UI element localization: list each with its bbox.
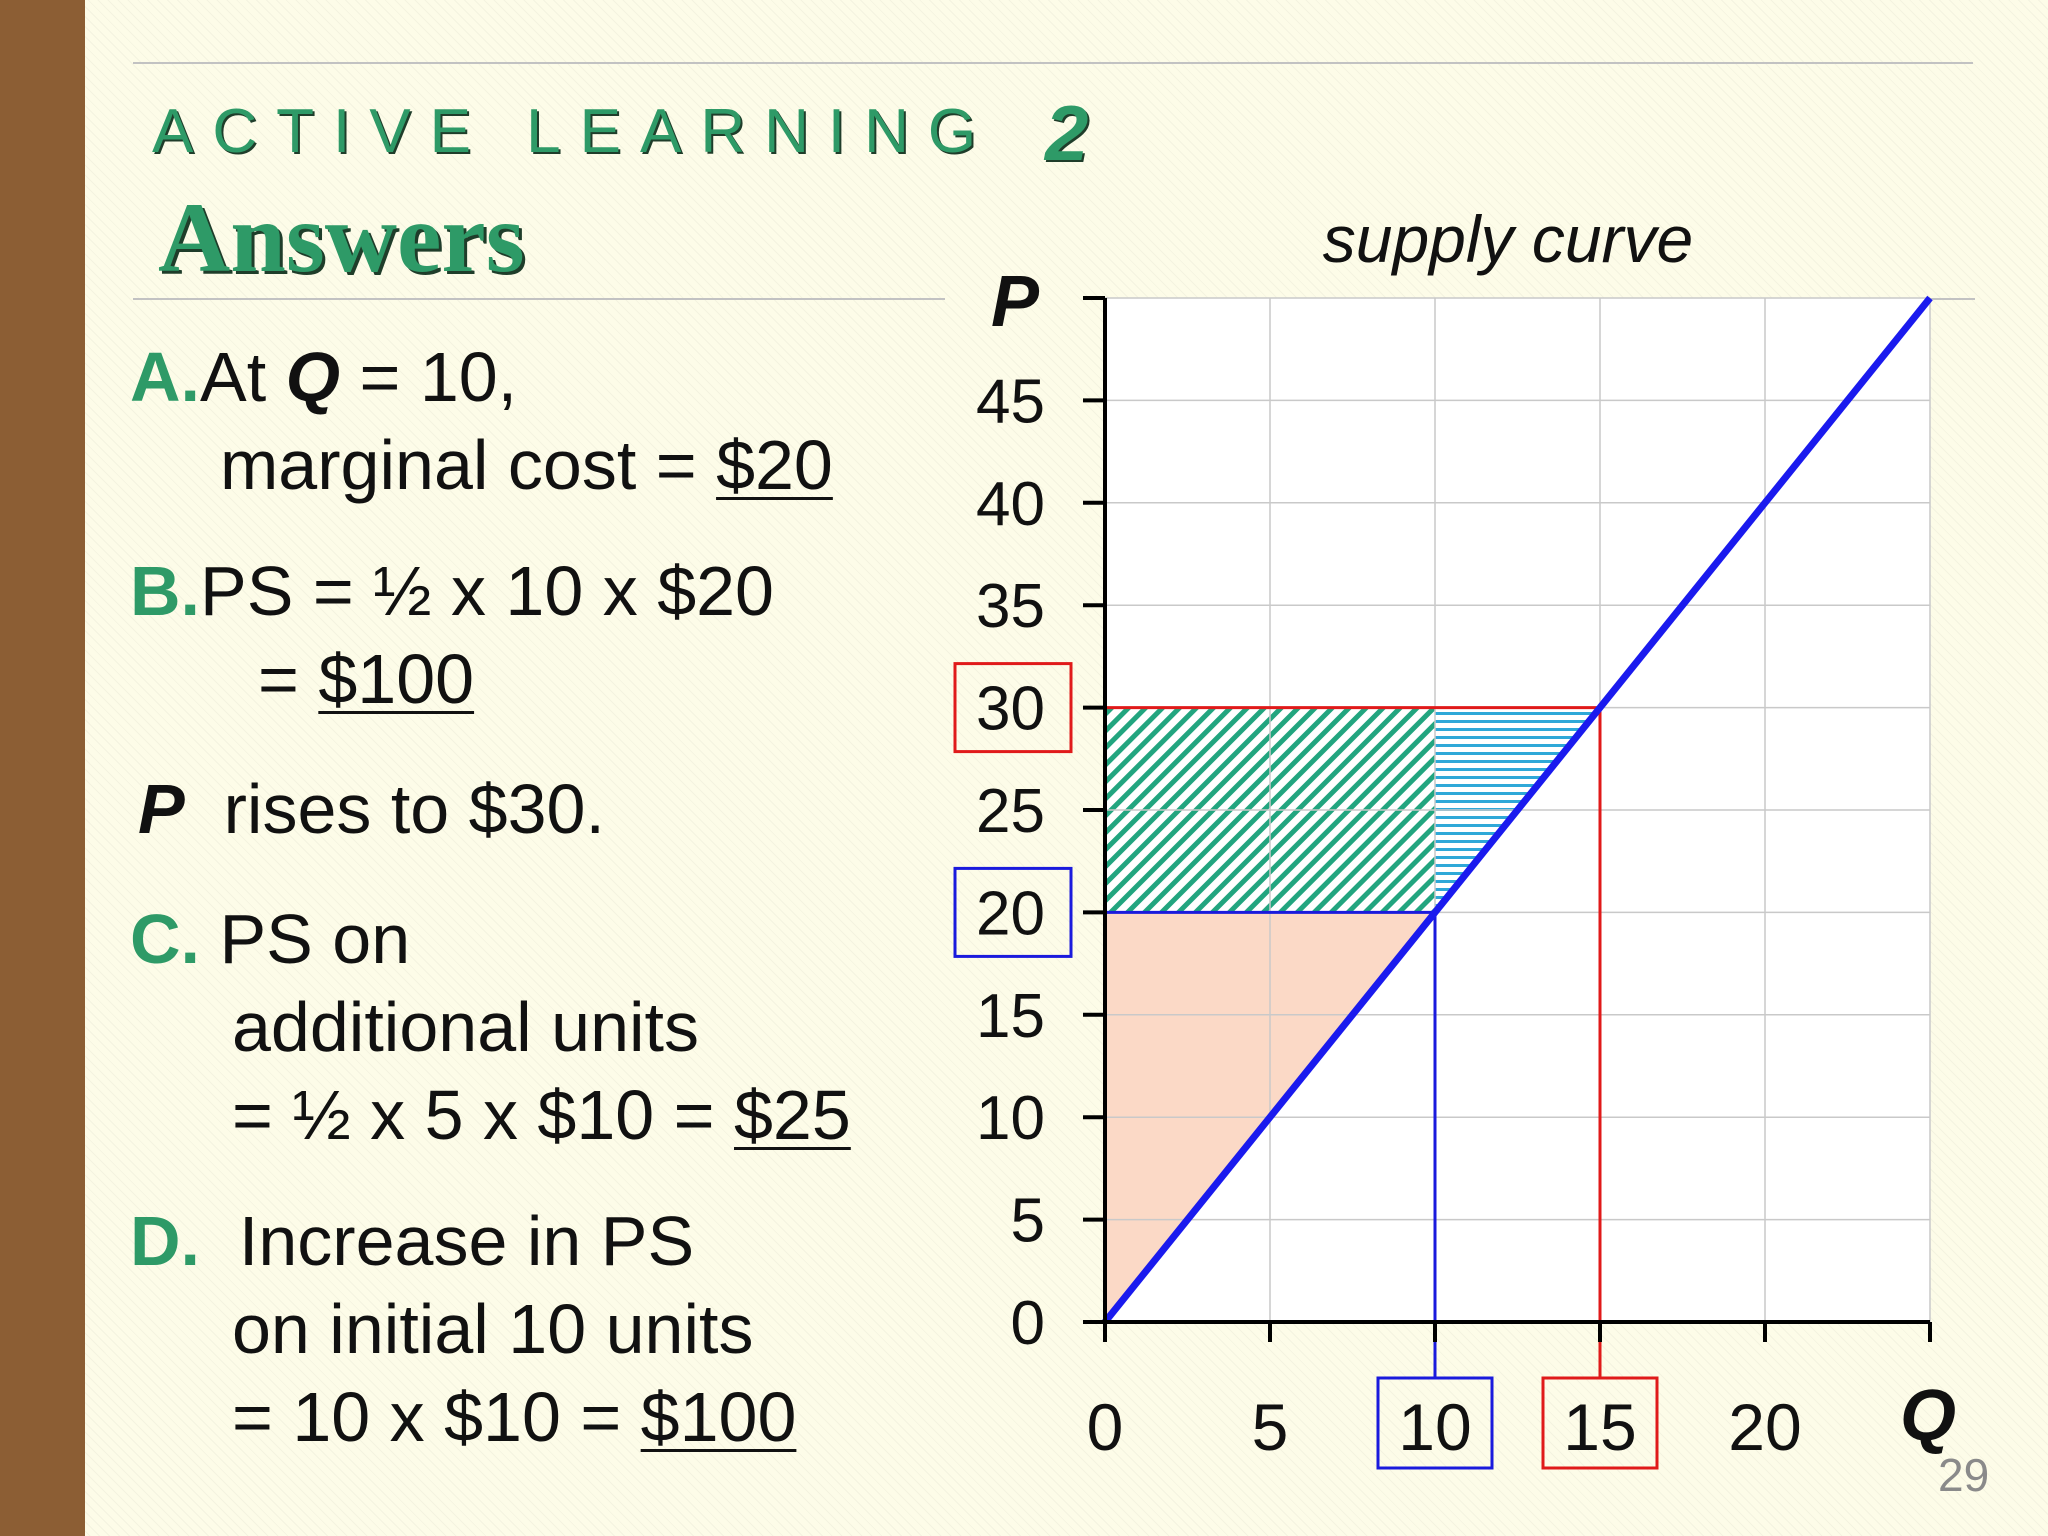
price-variable: P bbox=[138, 770, 185, 848]
answer-c-line2: additional units bbox=[232, 988, 699, 1066]
answer-a-variable: Q bbox=[285, 338, 341, 416]
y-axis-title: P bbox=[991, 262, 1040, 342]
price-rise-text: rises to $30. bbox=[223, 770, 605, 848]
answer-a-line1: A.At Q = 10, bbox=[130, 342, 517, 412]
answer-d-line3-pre: = 10 x $10 = bbox=[232, 1378, 641, 1456]
top-rule bbox=[133, 62, 1973, 64]
answer-c-line3: = ½ x 5 x $10 = $25 bbox=[232, 1080, 851, 1150]
answer-d-line1-text: Increase in PS bbox=[238, 1202, 695, 1280]
answer-b-line2-pre: = bbox=[258, 640, 319, 718]
y-tick-label-25: 25 bbox=[976, 777, 1045, 846]
y-tick-label-10: 10 bbox=[976, 1084, 1045, 1153]
answer-d-letter: D. bbox=[130, 1202, 200, 1280]
x-axis-title: Q bbox=[1900, 1376, 1956, 1456]
answer-c-letter: C. bbox=[130, 900, 200, 978]
price-rise-line: P rises to $30. bbox=[138, 774, 605, 844]
answer-b-line1-text: PS = ½ x 10 x $20 bbox=[200, 552, 774, 630]
y-tick-box-20 bbox=[953, 866, 1073, 958]
slide-subheading: Answers bbox=[158, 182, 525, 293]
answer-a-line2: marginal cost = $20 bbox=[220, 430, 833, 500]
answer-a-value: $20 bbox=[716, 426, 833, 504]
answer-a-line2-pre: marginal cost = bbox=[220, 426, 717, 504]
slide-heading-number: 2 bbox=[1045, 89, 1089, 177]
x-tick-label-10: 10 bbox=[1398, 1390, 1471, 1464]
y-tick-box-30 bbox=[953, 662, 1073, 754]
answer-d-line3: = 10 x $10 = $100 bbox=[232, 1382, 796, 1452]
y-tick-label-30: 30 bbox=[976, 675, 1045, 744]
chart-title: supply curve bbox=[1323, 202, 1694, 276]
answer-c-line3-pre: = ½ x 5 x $10 = bbox=[232, 1076, 734, 1154]
x-tick-box-15 bbox=[1541, 1376, 1659, 1470]
y-tick-label-45: 45 bbox=[976, 367, 1045, 436]
answer-d-line2: on initial 10 units bbox=[232, 1290, 754, 1368]
x-tick-label-15: 15 bbox=[1563, 1390, 1636, 1464]
answer-a-line1-pre: At bbox=[200, 338, 286, 416]
answer-b-line2: = $100 bbox=[258, 644, 474, 714]
answer-a-letter: A. bbox=[130, 338, 200, 416]
x-tick-label-5: 5 bbox=[1252, 1390, 1289, 1464]
answer-c-line1-text: PS on bbox=[219, 900, 411, 978]
x-tick-box-10 bbox=[1376, 1376, 1494, 1470]
slide-number: 29 bbox=[1938, 1449, 1990, 1501]
answer-b-line1: B.PS = ½ x 10 x $20 bbox=[130, 556, 774, 626]
x-tick-label-20: 20 bbox=[1728, 1390, 1801, 1464]
y-tick-label-5: 5 bbox=[1011, 1187, 1045, 1256]
y-tick-label-15: 15 bbox=[976, 982, 1045, 1051]
slide-heading: ACTIVE LEARNING bbox=[152, 97, 996, 166]
y-tick-label-20: 20 bbox=[976, 879, 1045, 948]
answer-d-value: $100 bbox=[640, 1378, 797, 1456]
sidebar-strip bbox=[0, 0, 85, 1536]
y-tick-label-35: 35 bbox=[976, 572, 1045, 641]
x-tick-label-0: 0 bbox=[1087, 1390, 1124, 1464]
answer-b-letter: B. bbox=[130, 552, 200, 630]
y-tick-label-40: 40 bbox=[976, 470, 1045, 539]
answer-a-line1-post: = 10, bbox=[340, 338, 518, 416]
answer-d-line1: D. Increase in PS bbox=[130, 1206, 694, 1276]
answer-b-value: $100 bbox=[318, 640, 475, 718]
y-tick-label-0: 0 bbox=[1011, 1289, 1045, 1358]
answer-c-line1: C. PS on bbox=[130, 904, 410, 974]
answer-c-value: $25 bbox=[734, 1076, 851, 1154]
supply-curve-line bbox=[1102, 295, 1933, 1325]
title-rule bbox=[133, 298, 945, 300]
